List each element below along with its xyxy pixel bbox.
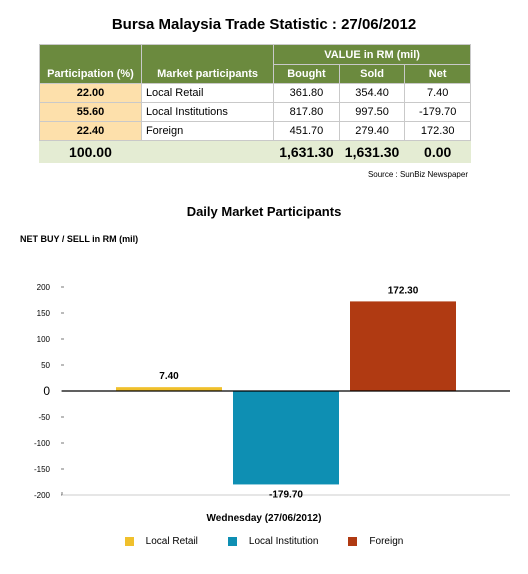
bar-data-label: -179.70 bbox=[269, 489, 303, 500]
y-tick-label: -150 bbox=[34, 465, 51, 474]
table-row: 22.40 Foreign 451.70 279.40 172.30 bbox=[39, 121, 471, 141]
total-participation: 100.00 bbox=[39, 140, 142, 163]
header-value-group: VALUE in RM (mil) bbox=[273, 44, 471, 65]
x-axis-label: Wednesday (27/06/2012) bbox=[206, 513, 322, 524]
legend-label: Local Retail bbox=[145, 536, 198, 547]
total-sold: 1,631.30 bbox=[338, 140, 406, 163]
table-row: 55.60 Local Institutions 817.80 997.50 -… bbox=[39, 102, 471, 122]
source-note: Source : SunBiz Newspaper bbox=[367, 170, 468, 179]
chart-legend: Local Retail Local Institution Foreign bbox=[0, 536, 528, 547]
y-tick-label: -200 bbox=[34, 491, 51, 500]
y-tick-label: 200 bbox=[37, 283, 51, 292]
header-market-participants: Market participants bbox=[140, 44, 275, 84]
bought-cell: 451.70 bbox=[273, 121, 340, 141]
sold-cell: 997.50 bbox=[338, 102, 406, 122]
legend-swatch bbox=[227, 537, 237, 546]
total-net: 0.00 bbox=[404, 140, 471, 163]
header-sold: Sold bbox=[338, 64, 406, 84]
bar-chart: 200 150 100 50 0 -50 -100 -150 -200 7.40 -179.70 17… bbox=[34, 283, 510, 500]
bar-0 bbox=[116, 387, 222, 391]
table-row: 22.00 Local Retail 361.80 354.40 7.40 bbox=[39, 83, 471, 103]
sold-cell: 279.40 bbox=[338, 121, 406, 141]
trade-statistic-table: Participation (%) Market participants VA… bbox=[39, 44, 471, 163]
bar-data-label: 7.40 bbox=[159, 371, 179, 382]
legend-swatch bbox=[348, 537, 358, 546]
legend-label: Foreign bbox=[369, 536, 404, 547]
total-bought: 1,631.30 bbox=[273, 140, 340, 163]
page-title: Bursa Malaysia Trade Statistic : 27/06/2… bbox=[111, 16, 417, 33]
legend-swatch bbox=[124, 537, 134, 546]
y-tick-label: 50 bbox=[41, 361, 50, 370]
participant-cell: Local Retail bbox=[140, 83, 275, 103]
bar-data-label: 172.30 bbox=[388, 285, 419, 296]
legend-label: Local Institution bbox=[248, 536, 319, 547]
participant-cell: Foreign bbox=[140, 121, 275, 141]
legend-item: Local Retail bbox=[124, 536, 198, 547]
y-tick-label: 0 bbox=[43, 384, 50, 398]
net-cell: -179.70 bbox=[404, 102, 471, 122]
bought-cell: 361.80 bbox=[273, 83, 340, 103]
bought-cell: 817.80 bbox=[273, 102, 340, 122]
bar-1 bbox=[233, 391, 339, 485]
net-cell: 7.40 bbox=[404, 83, 471, 103]
header-bought: Bought bbox=[273, 64, 340, 84]
bar-2 bbox=[350, 301, 456, 391]
chart-title: Daily Market Participants bbox=[186, 204, 342, 219]
total-row: 100.00 1,631.30 1,631.30 0.00 bbox=[39, 140, 471, 163]
legend-item: Local Institution bbox=[227, 536, 319, 547]
participant-cell: Local Institutions bbox=[140, 102, 275, 122]
header-participation: Participation (%) bbox=[39, 44, 142, 84]
sold-cell: 354.40 bbox=[338, 83, 406, 103]
header-net: Net bbox=[404, 64, 471, 84]
y-axis-label: NET BUY / SELL in RM (mil) bbox=[20, 234, 139, 244]
net-cell: 172.30 bbox=[404, 121, 471, 141]
legend-item: Foreign bbox=[348, 536, 403, 547]
participation-cell: 22.40 bbox=[39, 121, 142, 141]
participation-cell: 22.00 bbox=[39, 83, 142, 103]
y-tick-label: 150 bbox=[37, 309, 51, 318]
y-tick-label: -50 bbox=[38, 413, 50, 422]
y-tick-label: -100 bbox=[34, 439, 51, 448]
participation-cell: 55.60 bbox=[39, 102, 142, 122]
total-empty-cell bbox=[140, 140, 275, 163]
y-tick-label: 100 bbox=[37, 335, 51, 344]
